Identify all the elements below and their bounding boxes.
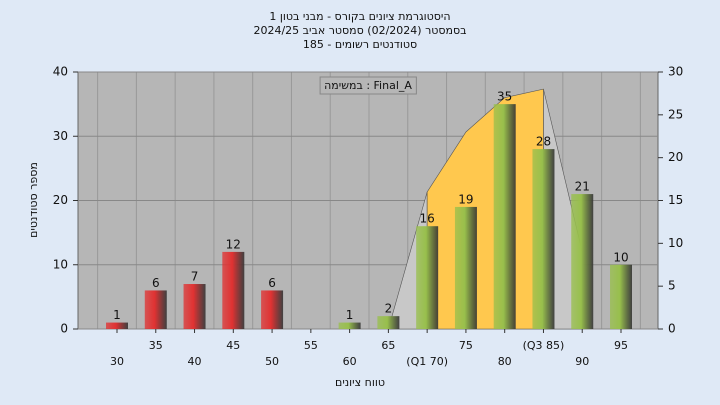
value-label: 19 (458, 192, 473, 206)
value-label: 7 (191, 270, 199, 284)
y2-tick-label: 15 (668, 193, 683, 207)
y-tick-label: 0 (60, 322, 68, 336)
bar (144, 290, 167, 329)
x-tick-label: 55 (304, 339, 318, 352)
bar (532, 149, 555, 329)
y-tick-label: 30 (53, 129, 68, 143)
y2-tick-label: 20 (668, 150, 683, 164)
x-tick-label: 75 (459, 339, 473, 352)
y-tick-label: 40 (53, 65, 68, 79)
value-label: 10 (613, 250, 628, 264)
bar (222, 251, 245, 329)
x-tick-label: (Q1 70) (406, 355, 448, 368)
x-tick-label: 40 (188, 355, 202, 368)
x-tick-label: 50 (265, 355, 279, 368)
bar (261, 290, 284, 329)
bar (571, 194, 594, 329)
value-label: 6 (268, 276, 276, 290)
y2-tick-label: 0 (668, 322, 676, 336)
y2-tick-label: 30 (668, 65, 683, 79)
bar (610, 264, 632, 329)
x-tick-label: 45 (226, 339, 240, 352)
x-tick-label: 95 (614, 339, 628, 352)
bar (454, 206, 477, 329)
y-tick-label: 10 (53, 257, 68, 271)
value-label: 12 (226, 237, 241, 251)
value-label: 6 (152, 276, 160, 290)
annotation: במשימה : Final_A (324, 79, 412, 92)
x-tick-label: (Q3 85) (523, 339, 565, 352)
bar (183, 284, 206, 329)
bar (493, 104, 516, 329)
value-label: 35 (497, 90, 512, 104)
y2-tick-label: 10 (668, 236, 683, 250)
x-axis-label: טווח ציונים (335, 376, 385, 389)
value-label: 1 (113, 308, 121, 322)
y2-tick-label: 5 (668, 279, 676, 293)
y-axis-label: מספר סטודנטים (27, 162, 40, 238)
bar (416, 226, 439, 329)
bar (106, 322, 128, 329)
chart-subtitle: בסמסטר (02/2024) סמסטר אביב 2024/25 (253, 24, 466, 37)
value-label: 28 (536, 135, 551, 149)
x-tick-label: 65 (381, 339, 395, 352)
x-tick-label: 90 (575, 355, 589, 368)
bar (377, 316, 400, 329)
chart-subtitle: סטודנטים רשומים - 185 (303, 38, 417, 51)
x-tick-label: 35 (149, 339, 163, 352)
value-label: 1 (346, 308, 354, 322)
x-tick-label: 30 (110, 355, 124, 368)
value-label: 2 (385, 302, 393, 316)
bar (338, 322, 361, 329)
y2-tick-label: 25 (668, 107, 683, 121)
y-tick-label: 20 (53, 193, 68, 207)
x-tick-label: 60 (343, 355, 357, 368)
value-label: 16 (420, 212, 435, 226)
value-label: 21 (575, 180, 590, 194)
annotation-box (319, 76, 417, 95)
x-tick-label: 80 (498, 355, 512, 368)
chart-title: היסטוגרמת ציונים בקורס - מבני בטון 1 (269, 10, 450, 23)
